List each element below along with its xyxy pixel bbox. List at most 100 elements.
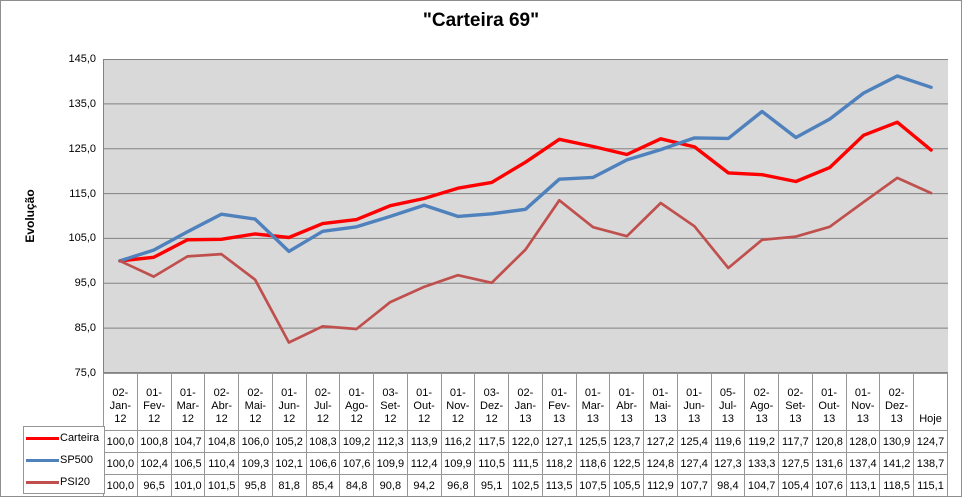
- date-header-cell: 01- Nov- 13: [845, 373, 881, 431]
- value-cell: 125,4: [676, 430, 712, 453]
- value-cell: 104,7: [170, 430, 206, 453]
- date-header-cell: 01- Abr- 13: [609, 373, 644, 431]
- date-header-cell: 02- Jul- 12: [305, 373, 341, 431]
- value-cell: 95,1: [474, 474, 509, 496]
- date-header-cell: 02- Abr- 12: [204, 373, 239, 431]
- date-header-cell: 05- Jul- 13: [710, 373, 746, 431]
- chart-title: "Carteira 69": [422, 10, 540, 31]
- value-cell: 107,6: [339, 452, 374, 475]
- date-header-cell: 03- Dez- 12: [474, 373, 509, 431]
- value-cell: 100,0: [103, 430, 138, 453]
- legend-line-swatch: [26, 436, 59, 440]
- value-cell: 119,6: [710, 430, 746, 453]
- value-cell: 81,8: [271, 474, 307, 496]
- value-cell: 116,2: [440, 430, 476, 453]
- series-line-carteira: [118, 120, 933, 263]
- legend: Carteira SP500 PSI20: [23, 426, 105, 494]
- date-header-cell: 02- Jan- 13: [508, 373, 543, 431]
- date-header-cell: 01- Jun- 12: [271, 373, 307, 431]
- value-cell: 122,5: [609, 452, 644, 475]
- date-header-cell: 02- Jan- 12: [103, 373, 138, 431]
- value-cell: 128,0: [845, 430, 881, 453]
- value-cell: 130,9: [879, 430, 914, 453]
- value-cell: 112,9: [643, 474, 678, 496]
- value-cell: 138,7: [913, 452, 948, 475]
- value-cell: 102,1: [271, 452, 307, 475]
- value-cell: 127,2: [643, 430, 678, 453]
- value-cell: 122,0: [508, 430, 543, 453]
- date-header-cell: 01- Ago- 12: [339, 373, 374, 431]
- y-axis-tick-label: 105,0: [68, 232, 96, 245]
- value-cell: 108,3: [305, 430, 341, 453]
- value-cell: 118,6: [575, 452, 611, 475]
- value-cell: 117,5: [474, 430, 509, 453]
- value-cell: 115,1: [913, 474, 948, 496]
- plot-area: [103, 59, 948, 373]
- date-header-cell: 01- Fev- 13: [541, 373, 577, 431]
- value-cell: 96,5: [136, 474, 172, 496]
- value-cell: 123,7: [609, 430, 644, 453]
- y-axis-tick-label: 95,0: [74, 277, 96, 290]
- value-cell: 104,8: [204, 430, 239, 453]
- value-cell: 98,4: [710, 474, 746, 496]
- legend-label: PSI20: [60, 476, 90, 488]
- legend-item-psi20: PSI20: [24, 471, 104, 493]
- value-cell: 102,4: [136, 452, 172, 475]
- table-row-sp500: 100,0 102,4 106,5 110,4 109,3 102,1 106,6 107,6…: [103, 452, 948, 475]
- value-cell: 127,4: [676, 452, 712, 475]
- value-cell: 85,4: [305, 474, 341, 496]
- y-axis-tick-label: 125,0: [68, 142, 96, 155]
- legend-item-carteira: Carteira: [24, 427, 104, 449]
- value-cell: 109,9: [373, 452, 408, 475]
- value-cell: 107,7: [676, 474, 712, 496]
- value-cell: 106,0: [238, 430, 273, 453]
- value-cell: 100,0: [103, 474, 138, 496]
- date-header-cell: 02- Mai- 12: [238, 373, 273, 431]
- value-cell: 109,3: [238, 452, 273, 475]
- series-line-psi20: [118, 176, 933, 344]
- value-cell: 124,8: [643, 452, 678, 475]
- date-header-cell: 01- Mai- 13: [643, 373, 678, 431]
- value-cell: 118,5: [879, 474, 914, 496]
- value-cell: 95,8: [238, 474, 273, 496]
- series-line-sp500: [118, 74, 933, 263]
- value-cell: 94,2: [406, 474, 442, 496]
- date-header-cell: 02- Set- 13: [778, 373, 813, 431]
- value-cell: 117,7: [778, 430, 813, 453]
- value-cell: 127,5: [778, 452, 813, 475]
- value-cell: 100,0: [103, 452, 138, 475]
- date-header-cell: 01- Out- 12: [406, 373, 442, 431]
- y-axis-tick-label: 115,0: [69, 187, 96, 200]
- value-cell: 105,2: [271, 430, 307, 453]
- value-cell: 107,5: [575, 474, 611, 496]
- value-cell: 141,2: [879, 452, 914, 475]
- value-cell: 100,8: [136, 430, 172, 453]
- y-axis-tick-label: 145,0: [68, 53, 96, 65]
- value-cell: 109,9: [440, 452, 476, 475]
- value-cell: 105,4: [778, 474, 813, 496]
- legend-label: Carteira: [60, 432, 100, 444]
- date-header-cell: 03- Set- 12: [373, 373, 408, 431]
- table-header-row: 02- Jan- 12 01- Fev- 12 01- Mar- 12 02- Abr…: [103, 373, 948, 431]
- value-cell: 107,6: [811, 474, 847, 496]
- date-header-cell: 01- Mar- 13: [575, 373, 611, 431]
- y-axis-tick-label: 85,0: [74, 322, 96, 335]
- value-cell: 101,0: [170, 474, 206, 496]
- value-cell: 127,1: [541, 430, 577, 453]
- legend-line-swatch: [26, 480, 59, 484]
- value-cell: 111,5: [508, 452, 543, 475]
- value-cell: 102,5: [508, 474, 543, 496]
- value-cell: 133,3: [744, 452, 779, 475]
- value-cell: 105,5: [609, 474, 644, 496]
- value-cell: 125,5: [575, 430, 611, 453]
- value-cell: 110,5: [474, 452, 509, 475]
- date-header-cell: 01- Mar- 12: [170, 373, 206, 431]
- value-cell: 120,8: [811, 430, 847, 453]
- date-header-cell: 02- Dez- 13: [879, 373, 914, 431]
- value-cell: 106,6: [305, 452, 341, 475]
- table-row-psi20: 100,0 96,5 101,0 101,5 95,8 81,8 85,4 84,8 90,8 9…: [103, 474, 948, 496]
- value-cell: 109,2: [339, 430, 374, 453]
- value-cell: 90,8: [373, 474, 408, 496]
- date-header-cell: 01- Out- 13: [811, 373, 847, 431]
